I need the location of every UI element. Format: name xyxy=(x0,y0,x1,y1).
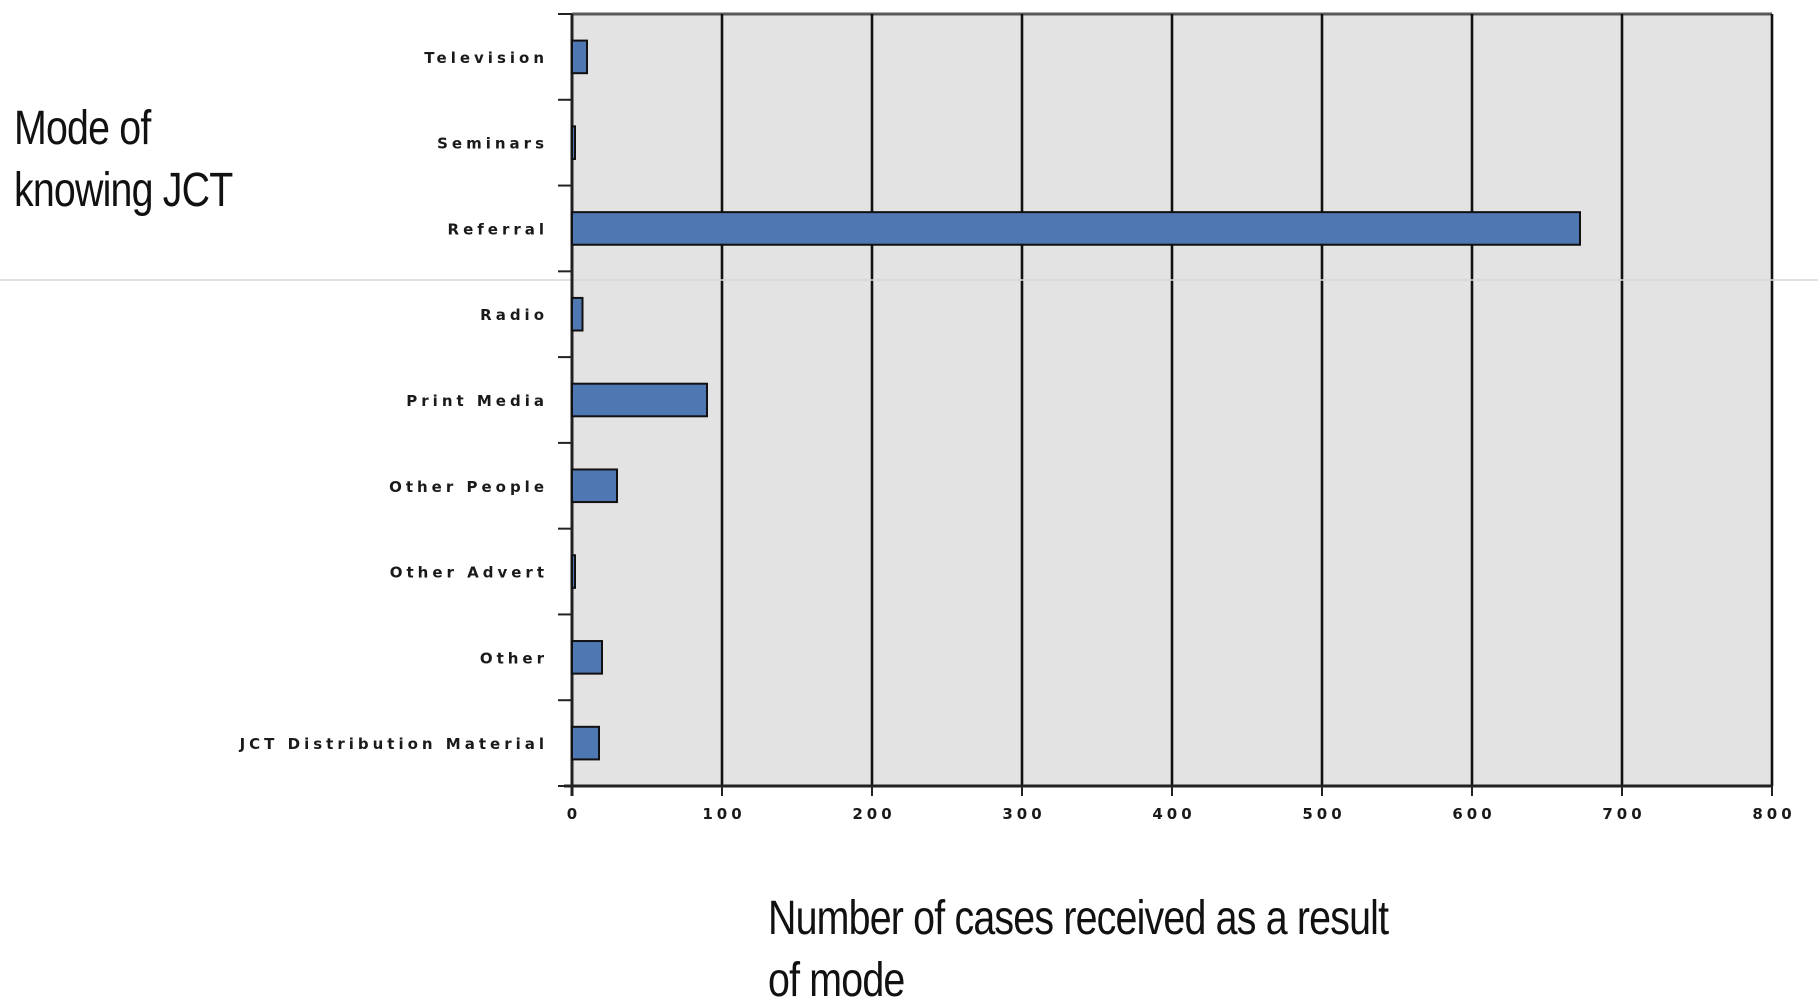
bar-referral xyxy=(571,211,1581,246)
bar-other xyxy=(571,640,603,675)
bar-television xyxy=(571,39,588,75)
x-tick-label-300: 300 xyxy=(1002,805,1045,823)
bar-seminars xyxy=(571,125,576,160)
x-tick-label-200: 200 xyxy=(852,805,895,823)
y-axis-label: Mode of knowing JCT xyxy=(14,98,233,222)
x-tick-label-400: 400 xyxy=(1152,805,1195,823)
y-tick-label-other-advert: Other Advert xyxy=(390,564,548,582)
x-tick-label-500: 500 xyxy=(1302,805,1345,823)
y-tick-label-other-people: Other People xyxy=(389,478,548,496)
bar-other-people xyxy=(571,468,618,504)
y-tick-label-seminars: Seminars xyxy=(437,135,548,153)
bar-jct-distribution-material xyxy=(571,725,600,761)
bar-other-advert xyxy=(571,554,576,589)
y-tick-label-print-media: Print Media xyxy=(406,392,548,410)
x-tick-label-100: 100 xyxy=(702,805,745,823)
y-tick-label-other: Other xyxy=(480,649,548,667)
x-axis-label: Number of cases received as a result of … xyxy=(768,892,1389,1000)
y-axis-label-line-1: Mode of xyxy=(14,102,151,155)
x-tick-label-600: 600 xyxy=(1452,805,1495,823)
x-tick-label-700: 700 xyxy=(1602,805,1645,823)
x-tick-label-800: 800 xyxy=(1752,805,1795,823)
y-tick-label-referral: Referral xyxy=(448,220,548,238)
bar-print-media xyxy=(571,382,708,418)
y-tick-label-jct-distribution-material: JCT Distribution Material xyxy=(239,735,548,753)
bar-radio xyxy=(571,296,584,332)
y-tick-label-television: Television xyxy=(424,49,548,67)
y-axis-label-line-2: knowing JCT xyxy=(14,164,233,217)
y-tick-label-radio: Radio xyxy=(480,306,548,324)
x-tick-label-0: 0 xyxy=(567,805,581,823)
